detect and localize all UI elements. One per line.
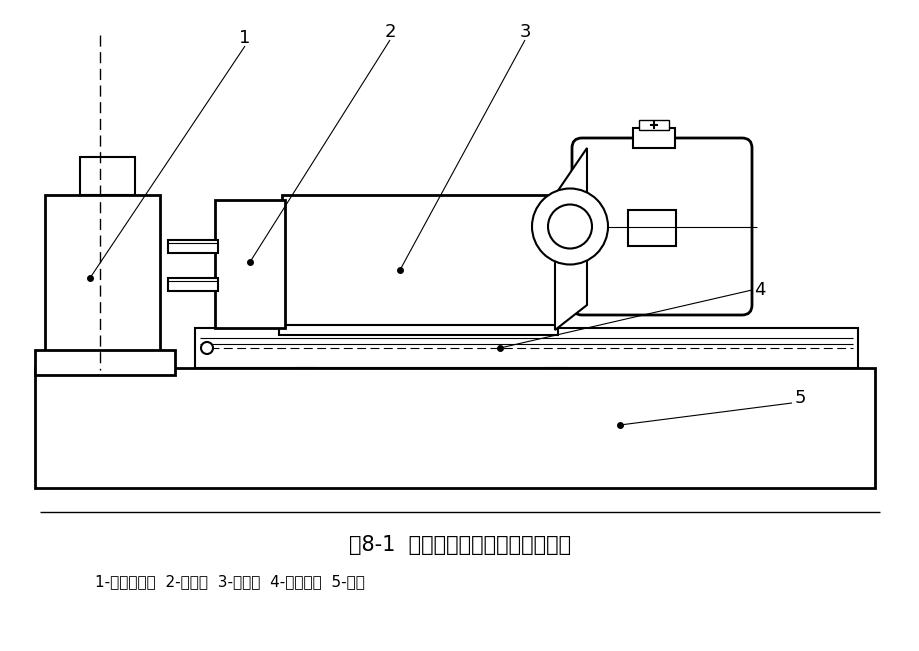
Bar [282,195,554,330]
Bar [632,128,675,148]
Bar [35,350,175,375]
Text: 2: 2 [384,23,395,41]
Bar [195,328,857,368]
Circle shape [548,204,591,249]
Bar [628,210,675,246]
Circle shape [531,189,607,264]
Bar [215,200,285,328]
Text: 图8-1  组合机床液压动力滑台的组成: 图8-1 组合机床液压动力滑台的组成 [348,535,571,555]
Bar [80,157,135,195]
Circle shape [200,342,213,354]
Text: 5: 5 [793,389,805,407]
Text: 1: 1 [239,29,250,47]
Bar [168,278,218,291]
Bar [35,368,874,488]
Bar [168,240,218,253]
Text: 3: 3 [518,23,530,41]
Bar [45,195,160,355]
Text: 4: 4 [754,281,765,299]
Polygon shape [554,148,586,330]
Bar [278,325,558,335]
Bar [639,120,668,130]
Text: 1-夹具及工件  2-主轴箱  3-动力头  4-动力滑台  5-床身: 1-夹具及工件 2-主轴箱 3-动力头 4-动力滑台 5-床身 [95,574,365,590]
FancyBboxPatch shape [572,138,751,315]
